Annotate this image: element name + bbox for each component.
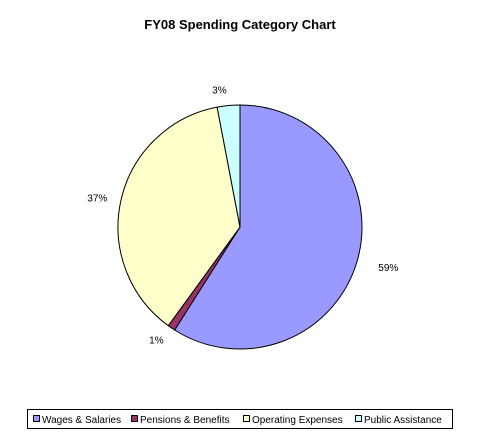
legend-swatch-wages-salaries — [33, 415, 40, 422]
legend-frame — [27, 409, 453, 429]
legend-label-public-assistance: Public Assistance — [364, 415, 442, 426]
pct-label-pensions-benefits: 1% — [149, 336, 164, 347]
percentage-labels: 59% 1% 37% 3% — [87, 86, 398, 347]
pct-label-operating-expenses: 37% — [87, 193, 107, 204]
legend-label-operating-expenses: Operating Expenses — [252, 415, 343, 426]
legend: Wages & Salaries Pensions & Benefits Opera… — [27, 409, 453, 429]
pie-slice-wages-salaries — [173, 104, 363, 350]
legend-swatch-public-assistance — [355, 415, 362, 422]
pct-label-wages-salaries: 59% — [378, 263, 398, 274]
pct-label-public-assistance: 3% — [212, 86, 227, 97]
legend-swatch-pensions-benefits — [131, 415, 138, 422]
legend-label-pensions-benefits: Pensions & Benefits — [140, 415, 230, 426]
pie-slice-public-assistance — [216, 104, 241, 228]
legend-swatch-operating-expenses — [243, 415, 250, 422]
pie-slices — [117, 104, 363, 350]
chart-title: FY08 Spending Category Chart — [144, 17, 336, 32]
legend-label-wages-salaries: Wages & Salaries — [42, 415, 121, 426]
pie-slice-operating-expenses — [117, 106, 241, 327]
